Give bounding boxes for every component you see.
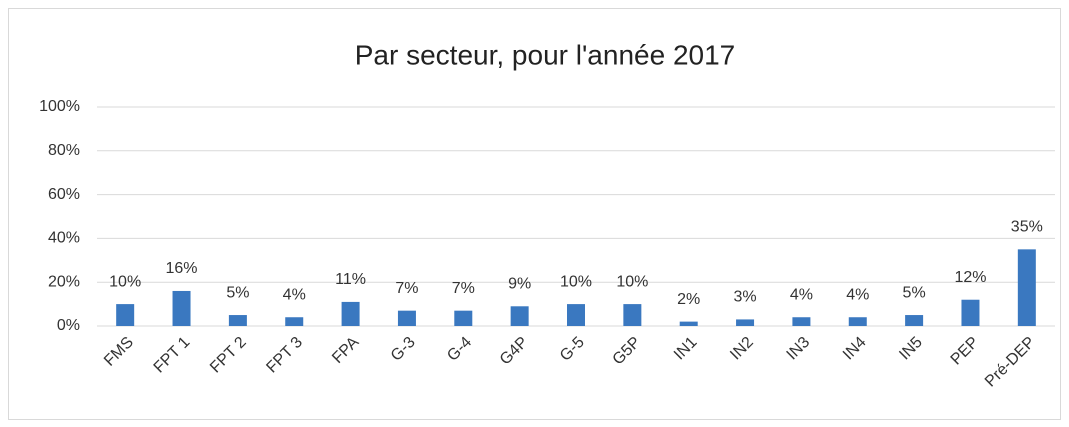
value-label: 4%	[790, 286, 813, 303]
y-tick-label: 20%	[48, 273, 80, 290]
bar	[341, 301, 360, 326]
bar	[228, 315, 247, 326]
chart-title: Par secteur, pour l'année 2017	[355, 39, 736, 70]
value-label: 4%	[846, 286, 869, 303]
value-label: 10%	[109, 273, 141, 290]
value-label: 12%	[954, 269, 986, 286]
bar	[623, 304, 642, 326]
bar	[905, 315, 924, 326]
value-label: 5%	[903, 284, 926, 301]
value-label: 10%	[560, 273, 592, 290]
bar	[116, 304, 135, 326]
bar	[172, 290, 191, 326]
bar	[1017, 249, 1036, 326]
bar	[454, 310, 473, 326]
value-label: 10%	[616, 273, 648, 290]
value-label: 2%	[677, 291, 700, 308]
bar	[792, 317, 811, 326]
chart-frame	[8, 8, 1061, 420]
bar	[285, 317, 304, 326]
y-tick-label: 40%	[48, 230, 80, 247]
y-tick-label: 60%	[48, 186, 80, 203]
value-label: 35%	[1011, 219, 1043, 236]
value-label: 9%	[508, 276, 531, 293]
value-label: 3%	[733, 289, 756, 306]
value-label: 11%	[335, 271, 366, 288]
value-label: 16%	[166, 260, 198, 277]
value-label: 7%	[452, 280, 475, 297]
value-label: 7%	[395, 280, 418, 297]
bar	[736, 319, 755, 326]
bar	[679, 321, 698, 326]
bar	[961, 299, 980, 326]
y-tick-label: 80%	[48, 142, 80, 159]
value-label: 5%	[226, 284, 249, 301]
bar	[510, 306, 529, 326]
value-label: 4%	[283, 286, 306, 303]
y-tick-label: 100%	[39, 98, 80, 115]
y-tick-label: 0%	[57, 317, 80, 334]
bar	[397, 310, 416, 326]
bar	[567, 304, 585, 326]
bar	[848, 317, 867, 326]
